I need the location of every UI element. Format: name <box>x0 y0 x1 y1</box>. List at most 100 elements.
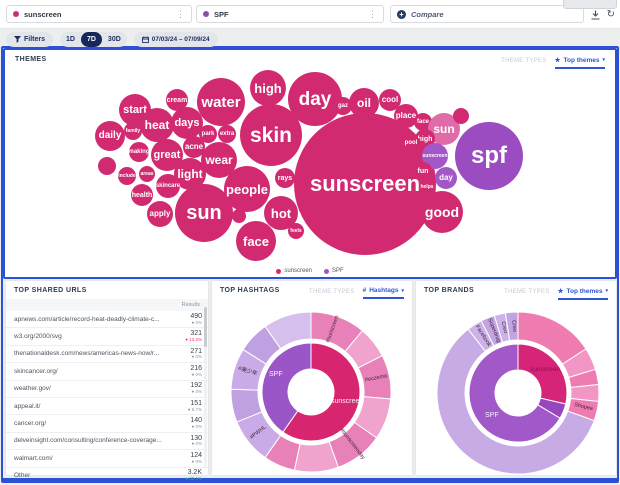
range-1d-button[interactable]: 1D <box>66 35 75 43</box>
theme-bubble[interactable]: good <box>421 191 463 233</box>
theme-bubble[interactable]: cool <box>379 89 401 111</box>
theme-bubble[interactable]: skin <box>240 104 302 166</box>
legend-dot-sunscreen <box>276 268 282 274</box>
url-row[interactable]: delveinsight.com/consulting/conference-c… <box>6 433 208 451</box>
url-label: apnews.com/article/record-heat-deadly-cl… <box>14 315 160 323</box>
url-row[interactable]: w3.org/2000/svg 321 ● 13.2% <box>6 328 208 346</box>
theme-bubble[interactable]: day <box>435 167 457 189</box>
scrollbar[interactable] <box>204 307 207 467</box>
theme-bubble[interactable]: acne <box>183 136 205 158</box>
sunburst-segment[interactable] <box>264 311 312 350</box>
calendar-icon <box>141 35 149 43</box>
refresh-icon[interactable]: ↻ <box>606 9 615 20</box>
sunburst-label: SPF <box>269 371 283 378</box>
url-row[interactable]: walmart.com/124 ● 0% <box>6 450 208 468</box>
url-row[interactable]: apnews.com/article/record-heat-deadly-cl… <box>6 311 208 329</box>
theme-bubble[interactable]: cream <box>166 89 188 111</box>
url-row[interactable]: appeal.it/151 ● 8.7% <box>6 398 208 416</box>
theme-bubble[interactable]: spf <box>455 122 523 190</box>
url-row[interactable]: cancer.org/140 ● 0% <box>6 415 208 433</box>
theme-bubble[interactable]: high <box>250 70 286 106</box>
sunburst-segment[interactable] <box>282 342 361 442</box>
theme-bubble[interactable]: areas <box>139 166 155 182</box>
url-change-badge: ● 0% <box>191 423 202 429</box>
sunburst-label: Creo <box>510 320 517 332</box>
date-range-segment: 1D 7D 30D <box>60 31 127 47</box>
chevron-down-icon: ▾ <box>401 287 404 294</box>
url-result-value: 151 <box>190 399 202 407</box>
theme-bubble[interactable]: people <box>224 166 270 212</box>
theme-bubble[interactable]: face <box>236 221 276 261</box>
query-menu-icon[interactable]: ⋮ <box>176 8 185 19</box>
sunburst-label: SPF <box>485 412 499 419</box>
theme-bubble[interactable] <box>453 108 469 124</box>
theme-bubble[interactable]: water <box>197 78 245 126</box>
url-label: appeal.it/ <box>14 402 41 410</box>
brands-type-selector[interactable]: ★ Top themes ▾ <box>557 287 608 300</box>
filters-label: Filters <box>24 35 46 43</box>
top-brands-panel: TOP BRANDS THEME TYPES ★ Top themes ▾ su… <box>416 281 616 475</box>
sunburst-segment[interactable] <box>261 342 312 433</box>
sunburst-segment[interactable] <box>504 311 519 342</box>
theme-bubble[interactable]: heat <box>140 108 174 142</box>
theme-bubble[interactable]: making <box>129 142 149 162</box>
query-label: SPF <box>214 9 229 19</box>
theme-bubble[interactable]: skincare <box>156 174 180 198</box>
url-label: cancer.org/ <box>14 420 47 428</box>
theme-bubble[interactable] <box>390 127 404 141</box>
theme-bubble[interactable]: gaz <box>334 97 352 115</box>
sunburst-segment[interactable] <box>468 343 561 443</box>
sunburst-label: Creo <box>500 321 509 334</box>
url-label: walmart.com/ <box>14 454 53 462</box>
hashtags-type-selector[interactable]: # Hashtags ▾ <box>362 287 404 299</box>
urls-title: TOP SHARED URLS <box>14 287 87 294</box>
theme-bubble[interactable]: feels <box>288 223 304 239</box>
sunburst-segment[interactable] <box>517 343 568 405</box>
hashtags-sunburst: sunscreenSPF#sunscreen#eczema#sunscreend… <box>230 311 392 473</box>
url-result-value: 3.2K <box>187 469 202 477</box>
theme-bubble[interactable]: start <box>119 94 151 126</box>
url-result-value: 321 <box>190 330 202 338</box>
theme-bubble[interactable]: daily <box>95 121 125 151</box>
sunburst-segment[interactable] <box>436 328 595 475</box>
theme-bubble[interactable]: day <box>288 72 342 126</box>
theme-bubble[interactable]: rays <box>275 168 295 188</box>
themes-type-selector[interactable]: ★ Top themes ▾ <box>554 56 605 69</box>
url-change-badge: ● 0% <box>191 389 202 395</box>
star-icon: ★ <box>554 57 561 64</box>
theme-bubble[interactable]: helps <box>420 180 434 194</box>
partial-button[interactable] <box>563 0 617 9</box>
range-7d-button[interactable]: 7D <box>80 31 102 47</box>
theme-bubble[interactable]: park <box>199 125 217 143</box>
query-input-spf[interactable]: SPF ⋮ <box>196 5 384 23</box>
theme-bubble[interactable] <box>405 151 419 165</box>
url-row[interactable]: skincancer.org/216 ● 0% <box>6 363 208 381</box>
query-input-sunscreen[interactable]: sunscreen ⋮ <box>6 5 192 23</box>
download-icon[interactable] <box>591 10 600 20</box>
theme-bubble[interactable]: fun <box>414 162 432 180</box>
theme-bubble[interactable] <box>98 157 116 175</box>
theme-bubble[interactable] <box>232 209 246 223</box>
theme-bubble[interactable]: place <box>394 104 418 128</box>
compare-input[interactable]: + Compare <box>390 5 584 23</box>
query-menu-icon[interactable]: ⋮ <box>368 8 377 19</box>
funnel-icon <box>14 35 21 43</box>
range-30d-button[interactable]: 30D <box>107 35 121 43</box>
theme-bubble[interactable]: pool <box>402 134 420 152</box>
theme-bubble[interactable]: health <box>131 184 153 206</box>
theme-bubble[interactable]: family <box>124 122 142 140</box>
theme-types-label: THEME TYPES <box>504 289 550 295</box>
theme-bubble[interactable]: apply <box>147 201 173 227</box>
filters-button[interactable]: Filters <box>6 31 54 47</box>
url-row[interactable]: Other 3.2K ● 20.1% <box>6 468 208 485</box>
theme-bubble[interactable]: face <box>414 113 432 131</box>
theme-bubble[interactable]: extra <box>218 125 236 143</box>
url-row[interactable]: weather.gov/192 ● 0% <box>6 381 208 398</box>
theme-bubble[interactable]: days <box>171 107 203 139</box>
url-table: apnews.com/article/record-heat-deadly-cl… <box>6 311 208 485</box>
url-row[interactable]: thenationaldesk.com/news/americas-news-n… <box>6 346 208 364</box>
theme-bubble[interactable]: sun <box>175 184 233 242</box>
theme-bubble[interactable]: include <box>118 167 136 185</box>
date-range-chip[interactable]: 07/03/24 – 07/09/24 <box>133 31 218 47</box>
